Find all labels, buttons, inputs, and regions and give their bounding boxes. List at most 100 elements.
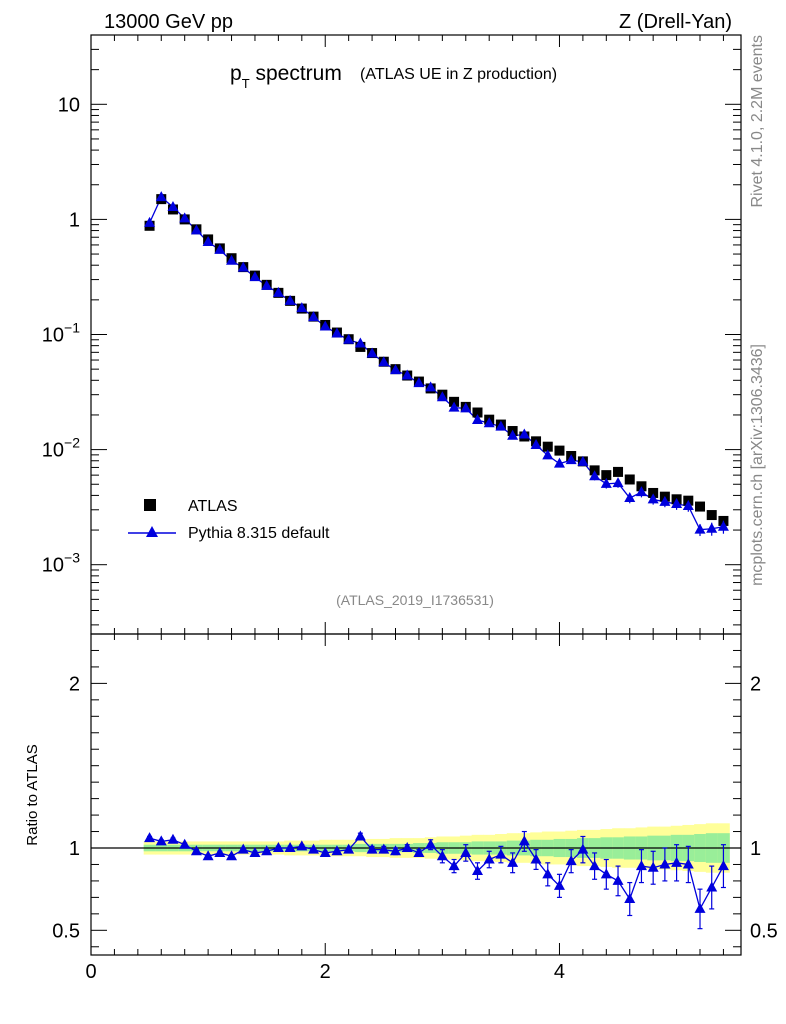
ratio-point [706, 881, 718, 892]
ratio-point [553, 879, 565, 890]
ratio-point [179, 838, 191, 849]
pythia-series [144, 191, 729, 537]
ratio-point [612, 874, 624, 885]
ratio-tick-label: 1 [69, 838, 80, 860]
ratio-point [190, 845, 202, 856]
pythia-point [179, 212, 191, 223]
ratio-point [600, 868, 612, 879]
pythia-point [553, 457, 565, 468]
ratio-point [483, 853, 495, 864]
pythia-point [460, 402, 472, 413]
ratio-tick-label: 2 [69, 673, 80, 695]
y-tick-label: 10−1 [42, 320, 80, 347]
atlas-point [472, 407, 483, 418]
pythia-point [647, 493, 659, 504]
ratio-point [331, 845, 343, 856]
pythia-point [144, 216, 156, 227]
header-left: 13000 GeV pp [104, 11, 233, 33]
pythia-point [624, 492, 636, 503]
ratio-tick-label-right: 0.5 [750, 920, 778, 942]
pythia-point [378, 356, 390, 367]
ratio-point [319, 846, 331, 857]
axis-tick-labels: 0 2 4 10 1 10−1 10−2 10−3 2 2 1 1 0.5 0.5 [42, 94, 778, 983]
title-rest: spectrum [250, 62, 342, 85]
atlas-point [613, 466, 624, 477]
pythia-point [249, 271, 261, 282]
pythia-point [600, 477, 612, 488]
ratio-point [460, 846, 472, 857]
ratio-point [237, 843, 249, 854]
ratio-point [155, 835, 167, 846]
ratio-point [354, 830, 366, 841]
ratio-ylabel: Ratio to ATLAS [24, 744, 41, 845]
ratio-point [296, 840, 308, 851]
pythia-point [448, 401, 460, 412]
source-label: mcplots.cern.ch [arXiv:1306.3436] [749, 344, 766, 586]
y-tick-label: 1 [69, 209, 80, 231]
ratio-point [390, 845, 402, 856]
ratio-point [507, 856, 519, 867]
pythia-point [577, 455, 589, 466]
mc-series-line [148, 196, 725, 911]
ratio-point [202, 850, 214, 861]
ratio-series [144, 830, 729, 930]
pythia-point [635, 486, 647, 497]
pythia-point [694, 523, 706, 534]
ratio-point [401, 842, 413, 852]
analysis-label: (ATLAS_2019_I1736531) [336, 592, 494, 608]
ratio-point [659, 858, 671, 869]
pythia-point [401, 369, 413, 380]
pythia-point [706, 522, 718, 533]
pythia-point [413, 377, 425, 388]
ratio-point [226, 850, 238, 861]
ratio-point [471, 865, 483, 876]
pythia-point [589, 470, 601, 481]
ratio-point [413, 846, 425, 857]
ratio-tick-label: 0.5 [52, 920, 80, 942]
ratio-point [214, 846, 226, 857]
pythia-point [308, 311, 320, 322]
atlas-point [601, 470, 612, 481]
pythia-point [436, 391, 448, 402]
atlas-point [554, 445, 565, 456]
pythia-point [261, 279, 273, 290]
y-tick-label: 10−2 [42, 435, 80, 462]
header-right: Z (Drell-Yan) [619, 11, 732, 33]
ratio-point [284, 842, 296, 852]
ratio-point [530, 853, 542, 864]
rivet-label: Rivet 4.1.0, 2.2M events [749, 35, 766, 208]
ratio-point [425, 838, 437, 849]
pythia-point [319, 320, 331, 331]
pythia-point [495, 420, 507, 431]
ratio-point [495, 848, 507, 859]
pythia-point [507, 429, 519, 440]
legend-data-label: ATLAS [188, 498, 238, 515]
atlas-series [144, 194, 729, 526]
pythia-point [542, 449, 554, 460]
pythia-point [272, 286, 284, 297]
mc-line [148, 196, 724, 531]
ratio-tick-label-right: 2 [750, 673, 761, 695]
atlas-point [706, 510, 717, 521]
x-tick-label: 2 [320, 961, 331, 983]
ratio-point [624, 893, 636, 904]
main-frame [90, 34, 742, 635]
ratio-point [717, 860, 729, 871]
pythia-point [425, 381, 437, 392]
y-tick-label: 10−3 [42, 550, 80, 577]
ratio-point [542, 868, 554, 879]
ratio-point [343, 843, 355, 854]
atlas-point [542, 441, 553, 452]
pythia-point [483, 417, 495, 428]
pythia-point [343, 333, 355, 344]
pythia-point [214, 243, 226, 254]
pythia-point [237, 261, 249, 272]
pythia-point [190, 224, 202, 235]
ratio-point [518, 835, 530, 846]
pythia-point [530, 438, 542, 449]
pythia-point [226, 254, 238, 265]
ratio-point [589, 860, 601, 871]
title-note: (ATLAS UE in Z production) [360, 66, 557, 83]
x-tick-label: 4 [554, 961, 565, 983]
